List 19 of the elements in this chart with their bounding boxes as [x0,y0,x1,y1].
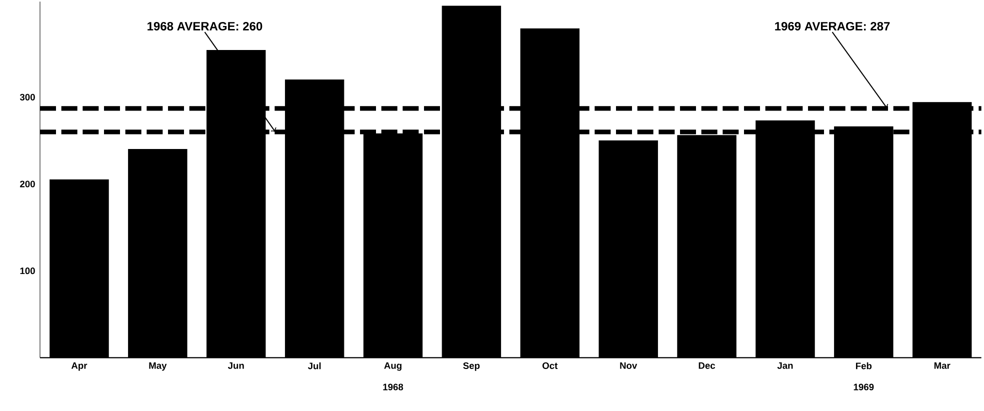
x-tick-label: Dec [698,362,716,369]
ref-line-label: 1969 AVERAGE: 287 [775,22,890,30]
x-tick-label: Jan [777,362,793,369]
x-tick-label: Sep [463,362,480,371]
y-tick-label: 100 [20,268,35,274]
x-tick-label: Jun [228,362,244,369]
y-tick-label: 300 [20,94,35,100]
x-tick-label: Aug [384,362,402,371]
ref-line-label: 1968 AVERAGE: 260 [148,22,262,30]
x-tick-label: Feb [856,362,872,370]
x-tick-label: Jul [308,362,321,370]
x-tick-label: Mar [934,362,950,369]
text: 1969 [854,384,874,390]
text: 1968 [383,384,404,390]
x-tick-label: Apr [71,362,88,371]
y-tick-label: 200 [20,180,35,188]
x-tick-label: Oct [542,362,558,369]
x-tick-label: Nov [620,362,638,369]
x-tick-label: May [149,362,167,371]
